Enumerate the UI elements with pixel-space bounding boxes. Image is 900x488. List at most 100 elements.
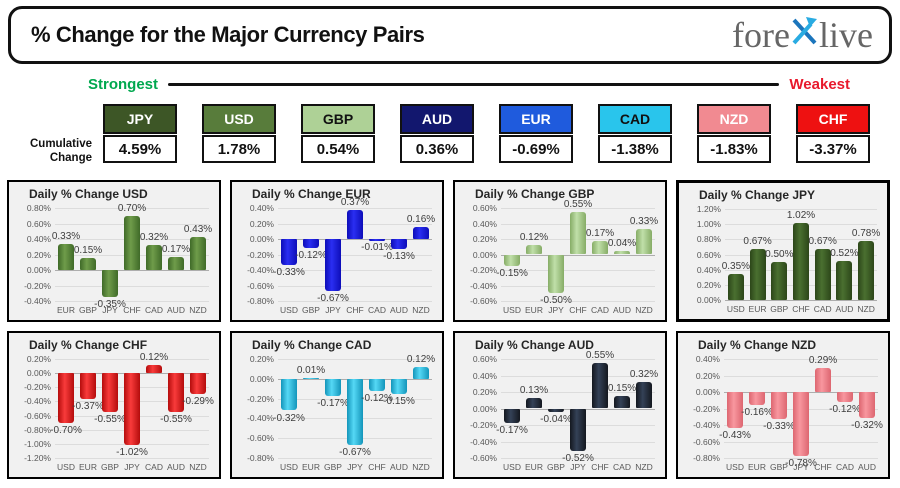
cumulative-value-chf: -3.37%: [796, 135, 870, 163]
data-label-jpy-chf: 1.02%: [786, 209, 816, 221]
y-axis-tick: 1.00%: [696, 219, 721, 230]
data-label-usd-jpy: -0.35%: [94, 299, 126, 311]
x-axis-label-cad: CAD: [591, 305, 609, 315]
gridline: [724, 458, 878, 459]
x-axis-label-usd: USD: [280, 462, 298, 472]
bar-gbp-cad: [592, 241, 608, 255]
x-axis-label-eur: EUR: [57, 305, 75, 315]
y-axis-tick: -0.80%: [24, 424, 51, 435]
y-axis-tick: -0.20%: [24, 280, 51, 291]
data-label-eur-cad: -0.01%: [361, 241, 393, 253]
bar-gbp-jpy: [548, 254, 564, 294]
x-axis-label-aud: AUD: [858, 462, 876, 472]
data-label-nzd-usd: -0.43%: [719, 429, 751, 441]
bar-chf-nzd: [190, 373, 206, 394]
x-axis-label-cad: CAD: [813, 304, 832, 314]
y-axis-tick: 0.00%: [26, 368, 51, 379]
y-axis-tick: 0.20%: [26, 354, 51, 364]
bar-eur-gbp: [303, 239, 319, 249]
currency-badge-gbp: GBP: [301, 104, 375, 134]
gridline: [55, 458, 209, 459]
y-axis-tick: -0.60%: [470, 296, 497, 306]
gridline: [501, 458, 655, 459]
x-axis-label-chf: CHF: [569, 305, 587, 315]
forexlive-logo: fore live: [732, 16, 873, 54]
x-axis-label-nzd: NZD: [635, 462, 653, 472]
y-axis-tick: 0.00%: [249, 234, 274, 244]
data-label-chf-jpy: -1.02%: [116, 447, 148, 459]
bar-jpy-nzd: [858, 240, 875, 300]
y-axis-tick: -0.40%: [24, 296, 51, 306]
cumulative-value-usd: 1.78%: [202, 135, 276, 163]
gridline: [278, 359, 432, 360]
bar-aud-eur: [526, 397, 542, 409]
currency-column-cad: CAD -1.38%: [598, 104, 672, 163]
x-axis-label-jpy: JPY: [102, 305, 118, 315]
bar-nzd-chf: [815, 368, 831, 392]
y-axis-tick: 0.00%: [696, 295, 721, 305]
data-label-gbp-chf: 0.55%: [563, 198, 593, 210]
x-axis-label-nzd: NZD: [857, 304, 875, 314]
x-axis-label-eur: EUR: [79, 462, 97, 472]
gridline: [501, 254, 655, 256]
chart-title-nzd: Daily % Change NZD: [698, 338, 817, 352]
currency-badge-usd: USD: [202, 104, 276, 134]
strength-row: Strongest Weakest: [0, 72, 900, 96]
x-axis-label-chf: CHF: [123, 305, 141, 315]
x-axis-label-jpy: JPY: [124, 462, 140, 472]
data-label-aud-jpy: -0.52%: [562, 453, 594, 465]
charts-row-top: Daily % Change USD 0.80% 0.60% 0.40% 0.20% 0.…: [7, 180, 893, 322]
y-axis-tick: 0.00%: [695, 387, 720, 397]
bar-chf-cad: [146, 364, 162, 374]
x-axis-label-nzd: NZD: [412, 462, 430, 472]
bar-eur-nzd: [413, 226, 429, 239]
x-axis-label-nzd: NZD: [189, 305, 207, 315]
bar-eur-aud: [391, 239, 407, 250]
data-label-chf-aud: -0.55%: [160, 414, 192, 425]
x-axis-label-chf: CHF: [792, 304, 810, 314]
data-label-jpy-cad: 0.67%: [808, 236, 837, 248]
logo-x-icon: [790, 16, 819, 54]
x-axis-label-jpy: JPY: [548, 305, 564, 315]
x-axis-label-gbp: GBP: [79, 305, 97, 315]
y-axis-tick: -0.40%: [247, 265, 274, 275]
bar-cad-nzd: [413, 366, 429, 379]
bar-aud-nzd: [636, 382, 652, 409]
y-axis-tick: 1.20%: [696, 204, 721, 214]
bar-jpy-gbp: [771, 262, 788, 300]
y-axis-tick: -0.40%: [470, 280, 497, 291]
bar-usd-jpy: [102, 270, 118, 298]
y-axis-tick: -1.00%: [24, 438, 51, 449]
chart-panel-aud: Daily % Change AUD 0.60% 0.40% 0.20% 0.00% -0…: [453, 331, 667, 479]
logo-text-fore: fore: [732, 15, 791, 55]
bar-nzd-eur: [749, 392, 765, 406]
data-label-nzd-aud: -0.32%: [851, 420, 883, 432]
bar-cad-gbp: [325, 378, 341, 396]
data-label-chf-usd: -0.70%: [50, 424, 82, 436]
header: % Change for the Major Currency Pairs fo…: [8, 6, 892, 64]
x-axis-label-aud: AUD: [390, 305, 408, 315]
x-axis-label-usd: USD: [503, 305, 521, 315]
data-label-cad-usd: -0.32%: [273, 412, 305, 424]
y-axis-tick: -0.60%: [247, 433, 274, 444]
gridline: [501, 392, 655, 393]
x-axis-label-usd: USD: [726, 304, 745, 314]
gridline: [278, 285, 432, 287]
data-label-eur-nzd: 0.16%: [406, 213, 436, 225]
x-axis-label-eur: EUR: [748, 304, 767, 314]
data-label-gbp-usd: -0.15%: [496, 268, 528, 280]
y-axis-tick: -0.80%: [247, 453, 274, 463]
y-axis-tick: -0.20%: [470, 265, 497, 275]
x-axis-label-usd: USD: [726, 462, 744, 472]
y-axis-tick: 0.20%: [472, 234, 497, 244]
bar-nzd-cad: [837, 392, 853, 402]
bar-chf-jpy: [124, 373, 140, 446]
y-axis-tick: 0.40%: [472, 370, 497, 381]
bar-nzd-usd: [727, 392, 743, 428]
gridline: [501, 375, 655, 377]
x-axis-label-nzd: NZD: [635, 305, 653, 315]
y-axis-tick: -0.60%: [247, 280, 274, 291]
chart-title-gbp: Daily % Change GBP: [475, 187, 595, 201]
y-axis-tick: 0.20%: [249, 218, 274, 229]
bar-jpy-usd: [727, 273, 744, 300]
